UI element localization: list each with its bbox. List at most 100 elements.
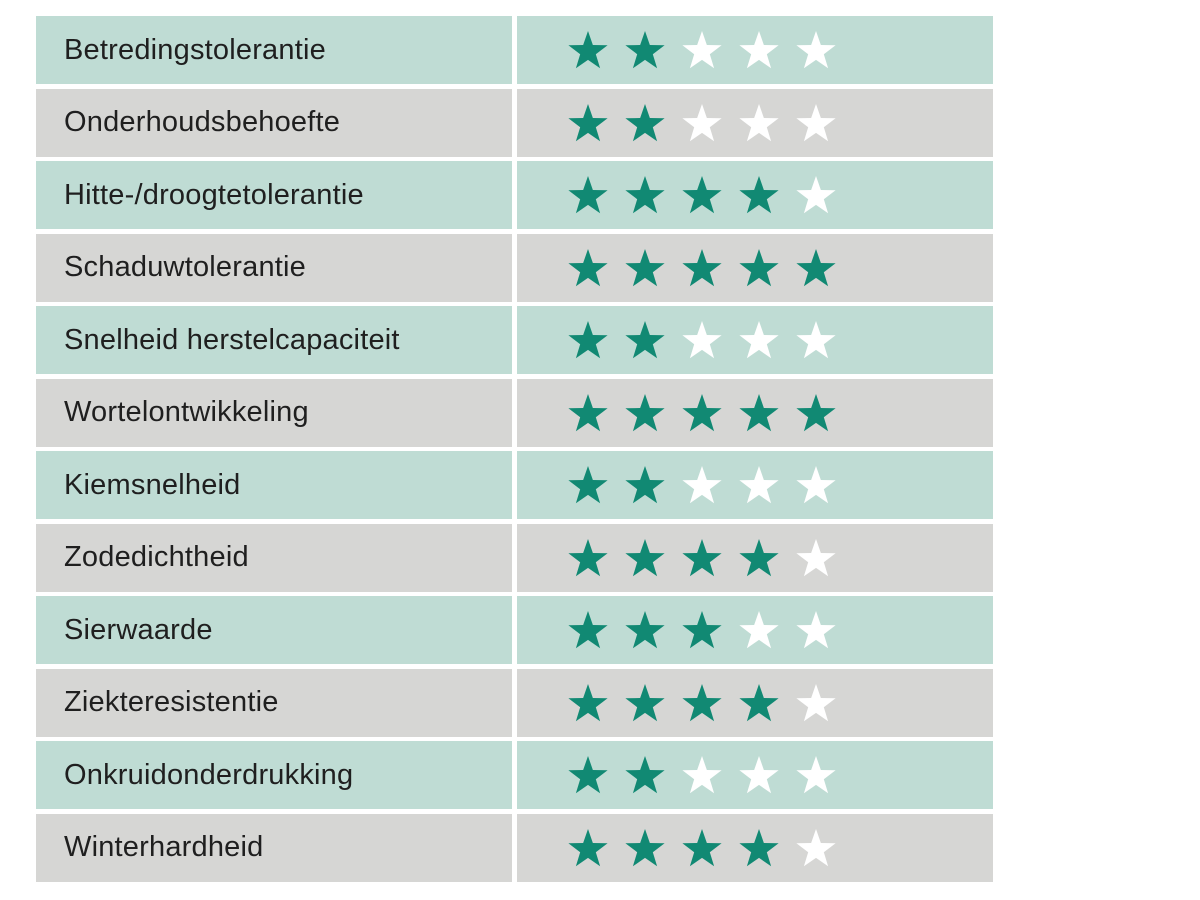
row-label: Sierwaarde: [64, 613, 213, 646]
row-label-cell: Hitte-/droogtetolerantie: [36, 161, 512, 229]
star-filled-icon: [682, 176, 722, 214]
star-rating: [517, 233, 993, 302]
table-row: Winterhardheid: [36, 813, 993, 882]
star-filled-icon: [568, 756, 608, 794]
star-filled-icon: [568, 466, 608, 504]
star-empty-icon: [796, 466, 836, 504]
table-row: Kiemsnelheid: [36, 451, 993, 519]
star-filled-icon: [568, 248, 608, 286]
row-label: Zodedichtheid: [64, 541, 249, 573]
star-rating: [517, 88, 993, 157]
table-row: Onkruidonderdrukking: [36, 741, 993, 809]
table-row: Ziekteresistentie: [36, 668, 993, 737]
star-filled-icon: [625, 103, 665, 141]
rating-table: Betredingstolerantie Onderhoudsbehoefte …: [36, 16, 993, 882]
star-filled-icon: [568, 611, 608, 649]
row-label: Betredingstolerantie: [64, 33, 326, 66]
star-rating: [517, 451, 993, 519]
star-rating: [517, 741, 993, 809]
star-empty-icon: [739, 756, 779, 794]
star-filled-icon: [625, 538, 665, 576]
row-label-cell: Kiemsnelheid: [36, 451, 512, 519]
star-filled-icon: [739, 393, 779, 431]
star-empty-icon: [796, 538, 836, 576]
star-empty-icon: [796, 103, 836, 141]
star-rating: [517, 306, 993, 374]
star-empty-icon: [739, 321, 779, 359]
row-label-cell: Wortelontwikkeling: [36, 378, 512, 447]
star-filled-icon: [568, 321, 608, 359]
star-filled-icon: [796, 393, 836, 431]
row-label-cell: Ziekteresistentie: [36, 668, 512, 737]
star-empty-icon: [682, 31, 722, 69]
row-label: Kiemsnelheid: [64, 468, 241, 501]
row-label: Winterhardheid: [64, 831, 264, 863]
row-label-cell: Onkruidonderdrukking: [36, 741, 512, 809]
row-label: Onderhoudsbehoefte: [64, 106, 341, 138]
row-label: Hitte-/droogtetolerantie: [64, 178, 364, 211]
star-filled-icon: [568, 538, 608, 576]
star-filled-icon: [625, 611, 665, 649]
star-filled-icon: [625, 756, 665, 794]
star-filled-icon: [625, 683, 665, 721]
star-empty-icon: [796, 321, 836, 359]
star-empty-icon: [682, 103, 722, 141]
star-empty-icon: [739, 611, 779, 649]
table-row: Sierwaarde: [36, 596, 993, 664]
star-rating: [517, 523, 993, 592]
star-empty-icon: [796, 176, 836, 214]
row-label: Onkruidonderdrukking: [64, 758, 354, 791]
star-filled-icon: [682, 611, 722, 649]
star-empty-icon: [739, 103, 779, 141]
star-filled-icon: [682, 683, 722, 721]
row-label: Schaduwtolerantie: [64, 251, 306, 283]
star-filled-icon: [739, 248, 779, 286]
star-rating: [517, 161, 993, 229]
star-empty-icon: [682, 756, 722, 794]
star-filled-icon: [739, 828, 779, 866]
row-label-cell: Zodedichtheid: [36, 523, 512, 592]
row-label: Ziekteresistentie: [64, 686, 279, 718]
table-row: Wortelontwikkeling: [36, 378, 993, 447]
star-rating: [517, 378, 993, 447]
star-filled-icon: [568, 176, 608, 214]
star-filled-icon: [625, 393, 665, 431]
row-label-cell: Sierwaarde: [36, 596, 512, 664]
star-filled-icon: [568, 828, 608, 866]
star-empty-icon: [796, 756, 836, 794]
row-label-cell: Betredingstolerantie: [36, 16, 512, 84]
star-empty-icon: [796, 611, 836, 649]
star-rating: [517, 16, 993, 84]
star-filled-icon: [625, 321, 665, 359]
star-filled-icon: [739, 683, 779, 721]
star-filled-icon: [682, 538, 722, 576]
star-empty-icon: [796, 828, 836, 866]
star-rating: [517, 596, 993, 664]
star-filled-icon: [568, 683, 608, 721]
star-rating: [517, 668, 993, 737]
star-filled-icon: [796, 248, 836, 286]
table-row: Schaduwtolerantie: [36, 233, 993, 302]
row-label-cell: Schaduwtolerantie: [36, 233, 512, 302]
row-label-cell: Winterhardheid: [36, 813, 512, 882]
star-empty-icon: [739, 466, 779, 504]
row-label: Snelheid herstelcapaciteit: [64, 323, 400, 356]
star-empty-icon: [682, 466, 722, 504]
star-rating: [517, 813, 993, 882]
star-empty-icon: [682, 321, 722, 359]
star-empty-icon: [796, 683, 836, 721]
star-filled-icon: [625, 828, 665, 866]
table-row: Onderhoudsbehoefte: [36, 88, 993, 157]
star-filled-icon: [682, 248, 722, 286]
row-label-cell: Onderhoudsbehoefte: [36, 88, 512, 157]
star-filled-icon: [682, 393, 722, 431]
table-row: Zodedichtheid: [36, 523, 993, 592]
star-filled-icon: [739, 176, 779, 214]
star-filled-icon: [739, 538, 779, 576]
star-empty-icon: [796, 31, 836, 69]
star-filled-icon: [625, 176, 665, 214]
row-label: Wortelontwikkeling: [64, 396, 309, 428]
table-row: Betredingstolerantie: [36, 16, 993, 84]
row-label-cell: Snelheid herstelcapaciteit: [36, 306, 512, 374]
table-row: Snelheid herstelcapaciteit: [36, 306, 993, 374]
